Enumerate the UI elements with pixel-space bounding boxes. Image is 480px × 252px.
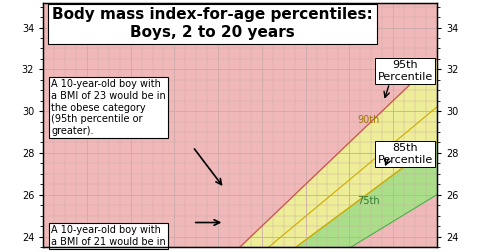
Text: 75th: 75th [357,196,380,206]
Text: 90th: 90th [357,115,380,125]
Text: 95th
Percentile: 95th Percentile [378,60,433,82]
Text: A 10-year-old boy with
a BMI of 23 would be in
the obese category
(95th percenti: A 10-year-old boy with a BMI of 23 would… [51,79,166,136]
Text: Body mass index-for-age percentiles:
Boys, 2 to 20 years: Body mass index-for-age percentiles: Boy… [52,7,373,40]
Text: A 10-year-old boy with
a BMI of 21 would be in: A 10-year-old boy with a BMI of 21 would… [51,225,166,247]
Text: 85th
Percentile: 85th Percentile [378,143,433,165]
